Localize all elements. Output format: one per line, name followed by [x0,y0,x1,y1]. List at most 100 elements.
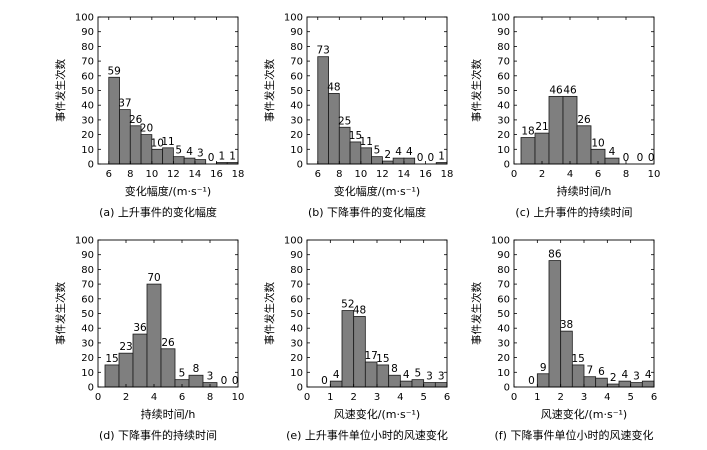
histogram-bar [434,382,448,388]
histogram-bar [630,382,643,388]
x-tick-label: 0 [511,169,517,180]
y-tick-label: 50 [497,309,510,320]
data-label: 38 [560,319,573,331]
y-tick-label: 70 [290,280,303,291]
data-label: 0 [232,375,239,387]
histogram-bar [317,56,329,165]
x-tick-label: 10 [145,169,158,180]
data-label: 20 [140,123,153,135]
histogram-bar [328,93,340,165]
data-label: 17 [364,350,377,362]
histogram-bar [411,379,425,388]
x-tick-label: 14 [189,169,202,180]
y-tick-label: 70 [81,57,94,68]
figure-caption: (c) 上升事件的持续时间 [515,205,632,219]
x-axis-label: 风速变化/(m·s⁻¹) [334,407,420,421]
data-label: 11 [360,136,373,148]
data-label: 73 [316,45,329,57]
histogram-bar [360,147,373,165]
y-axis-label: 事件发生次数 [54,59,67,122]
data-label: 7 [586,365,593,377]
y-tick-label: 100 [75,13,94,24]
data-label: 5 [374,145,381,157]
histogram-bar [571,364,585,388]
x-tick-label: 1 [534,392,540,403]
data-label: 26 [161,337,175,349]
data-label: 15 [349,130,362,142]
y-tick-label: 90 [81,250,94,261]
y-tick-label: 60 [81,294,94,305]
data-label: 4 [621,369,628,381]
y-tick-label: 10 [290,145,303,156]
x-tick-label: 3 [581,392,587,403]
histogram-bar [183,157,196,165]
y-tick-label: 40 [497,324,510,335]
y-tick-label: 90 [290,250,303,261]
data-label: 0 [321,375,328,387]
y-tick-label: 30 [290,338,303,349]
y-axis-label: 事件发生次数 [263,282,276,345]
y-tick-label: 0 [504,160,510,171]
y-tick-label: 10 [290,368,303,379]
y-tick-label: 60 [290,294,303,305]
histogram-bar [520,137,536,165]
y-tick-label: 20 [290,353,303,364]
y-tick-label: 70 [497,57,510,68]
figure-caption: (d) 下降事件的持续时间 [99,428,217,442]
y-tick-label: 0 [297,160,303,171]
y-tick-label: 100 [491,236,510,247]
x-axis-label: 变化幅度/(m·s⁻¹) [125,184,211,198]
histogram-bar [583,376,597,388]
x-tick-label: 2 [557,392,563,403]
y-tick-label: 10 [81,368,94,379]
histogram-bar [576,125,592,165]
data-label: 86 [548,249,562,261]
y-tick-label: 0 [88,383,94,394]
histogram-bar [399,380,413,388]
y-tick-label: 10 [81,145,94,156]
data-label: 0 [417,152,424,164]
data-label: 3 [197,148,204,160]
x-tick-label: 4 [604,392,610,403]
y-tick-label: 90 [81,27,94,38]
y-tick-label: 50 [290,86,303,97]
y-tick-label: 20 [497,353,510,364]
data-label: 3 [438,371,445,383]
y-tick-label: 30 [497,115,510,126]
data-label: 26 [129,114,143,126]
x-tick-label: 10 [354,169,367,180]
x-tick-label: 6 [315,169,321,180]
histogram-bar [641,380,655,388]
x-tick-label: 6 [179,392,185,403]
data-label: 18 [521,126,534,138]
data-label: 4 [186,146,193,158]
y-tick-label: 60 [497,294,510,305]
histogram-bar [604,157,620,165]
data-label: 70 [147,272,160,284]
histogram-bar [364,361,378,388]
histogram-bar [329,380,343,388]
figure-caption: (b) 下降事件的变化幅度 [308,205,426,219]
data-label: 8 [193,363,200,375]
data-label: 2 [384,149,391,161]
y-tick-label: 80 [497,265,510,276]
y-tick-label: 50 [290,309,303,320]
y-tick-label: 90 [290,27,303,38]
data-label: 11 [161,136,174,148]
x-axis-label: 持续时间/h [141,407,196,421]
y-tick-label: 100 [491,13,510,24]
x-tick-label: 2 [539,169,545,180]
y-tick-label: 70 [290,57,303,68]
histogram-bar [146,283,162,388]
x-tick-label: 4 [397,392,403,403]
histogram-bar [108,76,120,165]
x-tick-label: 0 [511,392,517,403]
data-label: 4 [333,369,340,381]
data-label: 2 [610,372,617,384]
y-tick-label: 20 [81,130,94,141]
data-label: 1 [438,151,445,163]
data-label: 15 [376,353,389,365]
